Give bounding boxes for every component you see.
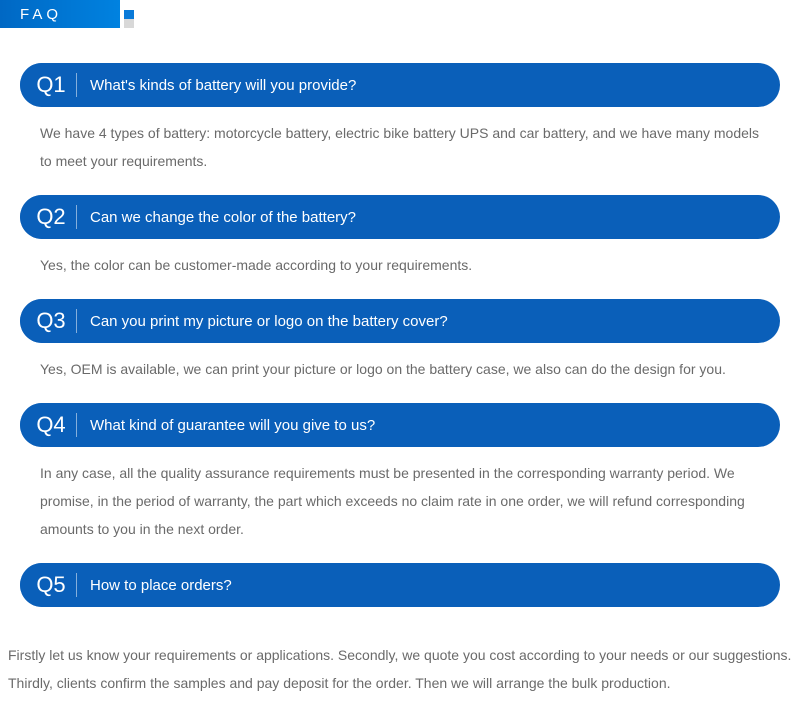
question-bar: Q2 Can we change the color of the batter… [20,195,780,239]
question-bar: Q4 What kind of guarantee will you give … [20,403,780,447]
question-text: What kind of guarantee will you give to … [76,417,389,434]
answer-text: Yes, the color can be customer-made acco… [20,239,780,287]
question-number: Q4 [20,403,76,447]
question-number: Q5 [20,563,76,607]
faq-item: Q4 What kind of guarantee will you give … [20,403,780,551]
faq-item: Q2 Can we change the color of the batter… [20,195,780,287]
faq-item: Q5 How to place orders? [20,563,780,607]
question-number: Q1 [20,63,76,107]
header-accent [124,10,134,28]
faq-item: Q3 Can you print my picture or logo on t… [20,299,780,391]
question-text: What's kinds of battery will you provide… [76,77,370,94]
header-tab: FAQ [0,0,800,28]
faq-header-label: FAQ [0,0,120,28]
faq-content: Q1 What's kinds of battery will you prov… [0,28,800,629]
question-text: Can we change the color of the battery? [76,209,370,226]
answer-text: Firstly let us know your requirements or… [0,629,800,705]
question-bar: Q1 What's kinds of battery will you prov… [20,63,780,107]
faq-item: Q1 What's kinds of battery will you prov… [20,63,780,183]
question-text: Can you print my picture or logo on the … [76,313,462,330]
question-number: Q3 [20,299,76,343]
question-number: Q2 [20,195,76,239]
question-bar: Q3 Can you print my picture or logo on t… [20,299,780,343]
answer-text: In any case, all the quality assurance r… [20,447,780,551]
answer-text: We have 4 types of battery: motorcycle b… [20,107,780,183]
answer-text: Yes, OEM is available, we can print your… [20,343,780,391]
question-bar: Q5 How to place orders? [20,563,780,607]
question-text: How to place orders? [76,577,246,594]
